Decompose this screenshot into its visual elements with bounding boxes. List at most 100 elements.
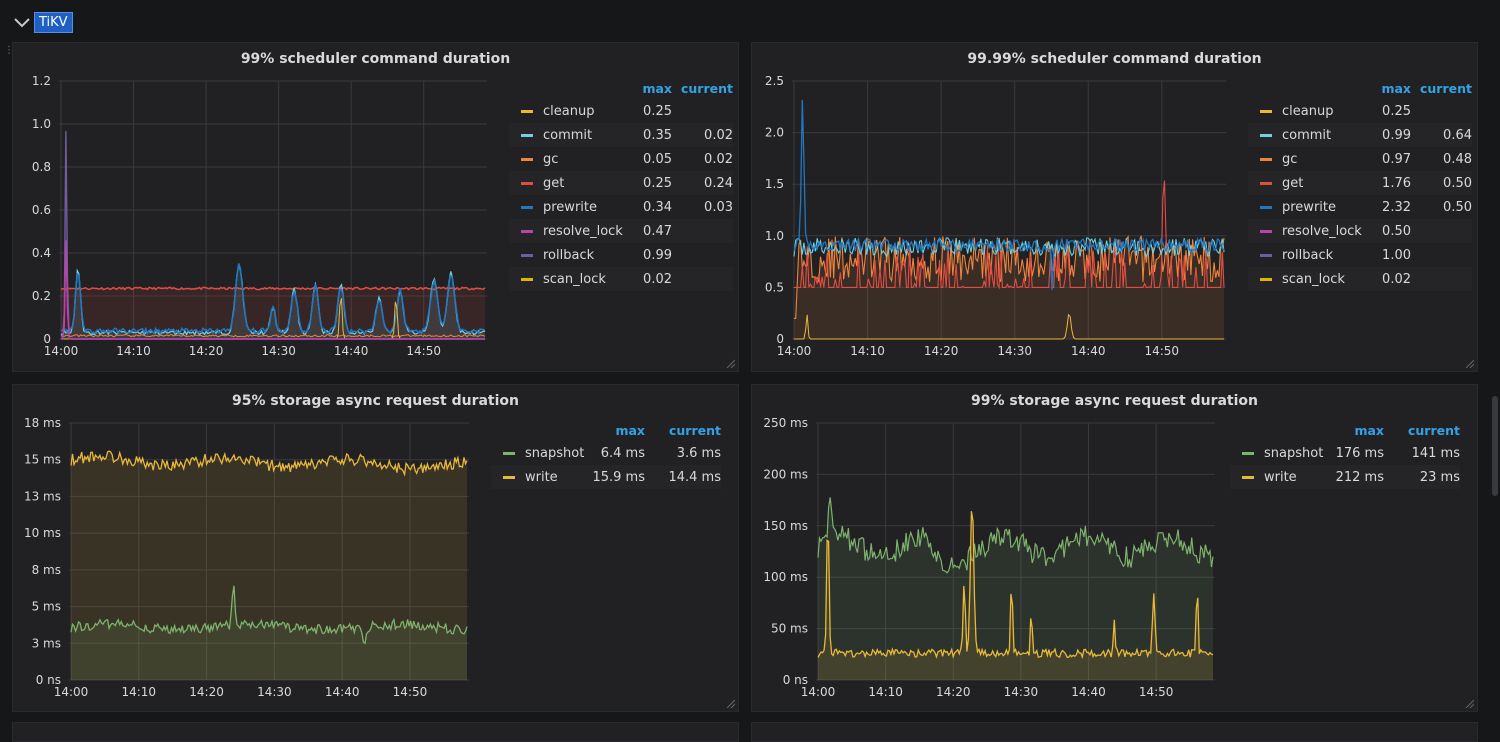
legend-swatch[interactable] <box>1260 157 1272 161</box>
chart-area[interactable]: 0 0.2 0.4 0.6 0.8 1.0 1.2 14:00 14:10 14:20 14:30 1… <box>13 43 740 373</box>
legend-header-max[interactable]: max <box>615 423 645 438</box>
legend-header-max[interactable]: max <box>1354 423 1384 438</box>
legend-max-value: 0.34 <box>643 199 672 215</box>
resize-handle-icon[interactable] <box>725 698 735 708</box>
legend-item-resolve_lock[interactable]: resolve_lock 0.47 <box>509 219 733 243</box>
chevron-down-icon[interactable] <box>12 12 32 32</box>
y-tick-label: 0 <box>43 332 51 346</box>
legend-name[interactable]: rollback <box>543 247 595 263</box>
legend-item-get[interactable]: get 1.76 0.50 <box>1248 171 1472 195</box>
legend-name[interactable]: commit <box>1282 127 1332 143</box>
legend-name[interactable]: cleanup <box>1282 103 1334 119</box>
legend-name[interactable]: write <box>1264 469 1297 485</box>
panel-title[interactable]: 99% storage async request duration <box>970 393 1258 409</box>
legend-item-get[interactable]: get 0.25 0.24 <box>509 171 733 195</box>
legend-header-max[interactable]: max <box>642 81 672 96</box>
chart-area[interactable]: 0 0.5 1.0 1.5 2.0 2.5 14:00 14:10 14:20 14:30 14:4… <box>752 43 1479 373</box>
legend-header-current[interactable]: current <box>669 423 721 438</box>
legend-item-commit[interactable]: commit 0.99 0.64 <box>1248 123 1472 147</box>
legend-header-current[interactable]: current <box>1408 423 1460 438</box>
legend-current-value: 3.6 ms <box>676 445 721 461</box>
y-tick-label: 2.5 <box>765 74 784 88</box>
legend-item-cleanup[interactable]: cleanup 0.25 <box>509 99 733 123</box>
legend-name[interactable]: write <box>525 469 558 485</box>
legend-name[interactable]: scan_lock <box>543 271 606 287</box>
legend-name[interactable]: commit <box>543 127 593 143</box>
resize-handle-icon[interactable] <box>1464 698 1474 708</box>
y-tick-label: 5 ms <box>32 600 61 614</box>
legend-name[interactable]: resolve_lock <box>543 223 623 239</box>
legend-name[interactable]: gc <box>543 151 559 167</box>
legend-swatch[interactable] <box>1242 451 1254 455</box>
legend-item-rollback[interactable]: rollback 1.00 <box>1248 243 1472 267</box>
legend-swatch[interactable] <box>1260 205 1272 209</box>
row-title[interactable]: TiKV <box>34 11 73 33</box>
legend-swatch[interactable] <box>1260 229 1272 233</box>
legend-name[interactable]: cleanup <box>543 103 595 119</box>
legend-name[interactable]: prewrite <box>1282 199 1336 215</box>
legend-swatch[interactable] <box>521 277 533 281</box>
legend-header-max[interactable]: max <box>1381 81 1411 96</box>
legend-swatch[interactable] <box>521 109 533 113</box>
legend-item-snapshot[interactable]: snapshot 6.4 ms 3.6 ms <box>491 441 721 465</box>
legend-item-cleanup[interactable]: cleanup 0.25 <box>1248 99 1472 123</box>
legend-item-prewrite[interactable]: prewrite 2.32 0.50 <box>1248 195 1472 219</box>
legend-swatch[interactable] <box>521 133 533 137</box>
drag-handle-icon[interactable]: ⋮ <box>4 45 14 56</box>
legend-header-current[interactable]: current <box>1420 81 1472 96</box>
legend-swatch[interactable] <box>1260 133 1272 137</box>
x-tick-label: 14:40 <box>1071 685 1106 699</box>
legend-item-scan_lock[interactable]: scan_lock 0.02 <box>509 267 733 291</box>
legend-swatch[interactable] <box>521 181 533 185</box>
legend-name[interactable]: prewrite <box>543 199 597 215</box>
legend-name[interactable]: get <box>1282 175 1304 191</box>
legend-item-write[interactable]: write 15.9 ms 14.4 ms <box>491 465 721 489</box>
legend-name[interactable]: snapshot <box>1264 445 1324 461</box>
legend-item-write[interactable]: write 212 ms 23 ms <box>1230 465 1460 489</box>
legend-swatch[interactable] <box>521 229 533 233</box>
legend-name[interactable]: scan_lock <box>1282 271 1345 287</box>
resize-handle-icon[interactable] <box>1464 358 1474 368</box>
legend-swatch[interactable] <box>521 205 533 209</box>
legend-header-current[interactable]: current <box>681 81 733 96</box>
panel-title[interactable]: 99% scheduler command duration <box>240 51 511 67</box>
panel-title[interactable]: 95% storage async request duration <box>231 393 519 409</box>
series-line-snapshot <box>70 585 468 645</box>
legend-name[interactable]: snapshot <box>525 445 585 461</box>
legend-item-scan_lock[interactable]: scan_lock 0.02 <box>1248 267 1472 291</box>
chart-area[interactable]: 0 ns 50 ms 100 ms 150 ms 200 ms 250 ms 14:00 14… <box>752 385 1479 713</box>
legend-swatch[interactable] <box>1242 475 1254 479</box>
y-tick-label: 10 ms <box>24 526 61 540</box>
legend-name[interactable]: resolve_lock <box>1282 223 1362 239</box>
legend-item-prewrite[interactable]: prewrite 0.34 0.03 <box>509 195 733 219</box>
y-tick-label: 0.4 <box>32 246 51 260</box>
legend-name[interactable]: gc <box>1282 151 1298 167</box>
legend-swatch[interactable] <box>503 475 515 479</box>
legend-name[interactable]: rollback <box>1282 247 1334 263</box>
chart-area[interactable]: 0 ns 3 ms 5 ms 8 ms 10 ms 13 ms 15 ms 18 ms 14:0… <box>13 385 740 713</box>
legend-item-gc[interactable]: gc 0.05 0.02 <box>509 147 733 171</box>
legend-item-snapshot[interactable]: snapshot 176 ms 141 ms <box>1230 441 1460 465</box>
legend-name[interactable]: get <box>543 175 565 191</box>
legend-swatch[interactable] <box>521 253 533 257</box>
legend-swatch[interactable] <box>1260 277 1272 281</box>
legend-item-rollback[interactable]: rollback 0.99 <box>509 243 733 267</box>
panel-title[interactable]: 99.99% scheduler command duration <box>967 51 1262 67</box>
legend-swatch[interactable] <box>1260 181 1272 185</box>
legend-max-value: 0.35 <box>643 127 672 143</box>
legend-item-commit[interactable]: commit 0.35 0.02 <box>509 123 733 147</box>
series-line-snapshot <box>817 497 1214 574</box>
legend-max-value: 0.97 <box>1382 151 1411 167</box>
legend-item-gc[interactable]: gc 0.97 0.48 <box>1248 147 1472 171</box>
scrollbar[interactable] <box>1492 396 1498 496</box>
legend-swatch[interactable] <box>521 157 533 161</box>
resize-handle-icon[interactable] <box>725 358 735 368</box>
y-tick-label: 0 <box>776 332 784 346</box>
legend-swatch[interactable] <box>1260 109 1272 113</box>
legend-max-value: 2.32 <box>1382 199 1411 215</box>
legend-swatch[interactable] <box>503 451 515 455</box>
row-header[interactable]: TiKV <box>12 10 73 34</box>
series-line-resolve_lock <box>60 240 485 340</box>
legend-item-resolve_lock[interactable]: resolve_lock 0.50 <box>1248 219 1472 243</box>
legend-swatch[interactable] <box>1260 253 1272 257</box>
